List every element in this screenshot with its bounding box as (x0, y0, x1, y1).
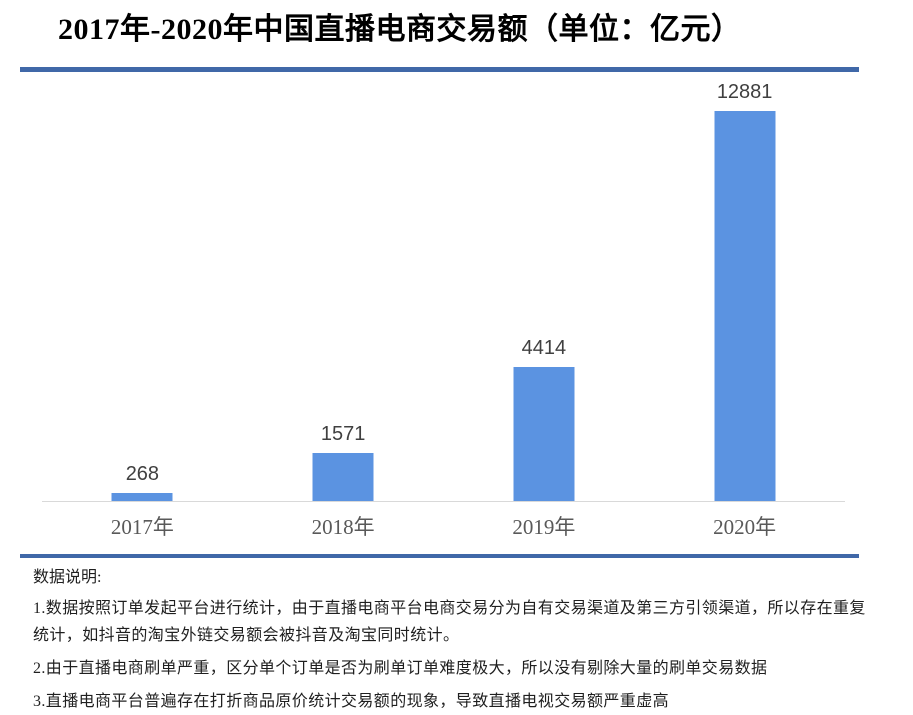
bar (111, 493, 173, 501)
bar-column: 12881 (644, 81, 845, 501)
bar-column: 268 (42, 111, 243, 501)
chart-title: 2017年-2020年中国直播电商交易额（单位：亿元） (58, 13, 742, 46)
bar-value-label: 268 (125, 463, 160, 485)
notes-heading: 数据说明: (33, 569, 102, 586)
note-line-3: 3.直播电商平台普遍存在打折商品原价统计交易额的现象，导致直播电视交易额严重虚高 (33, 693, 670, 710)
x-axis-label: 2020年 (713, 515, 777, 539)
bar-column: 4414 (444, 111, 645, 501)
bar-value-label: 4414 (521, 337, 567, 359)
data-notes: 数据说明: 1.数据按照订单发起平台进行统计，由于直播电商平台电商交易分为自有交… (33, 558, 873, 715)
x-axis-label: 2019年 (512, 515, 576, 539)
chart-figure: 2017年-2020年中国直播电商交易额（单位：亿元） 268 1571 4414 1… (0, 10, 913, 715)
bottom-divider-line (20, 554, 859, 558)
bar (714, 111, 776, 501)
x-axis-labels: 2017年 2018年 2019年 2020年 (42, 502, 845, 541)
bar-value-label: 12881 (716, 81, 773, 103)
bar-value-label: 1571 (320, 423, 366, 445)
bar (312, 453, 374, 501)
note-line-1: 1.数据按照订单发起平台进行统计，由于直播电商平台电商交易分为自有交易渠道及第三… (33, 600, 866, 644)
x-axis-label: 2018年 (311, 515, 375, 539)
x-axis-label: 2017年 (110, 515, 174, 539)
top-divider-line (20, 67, 859, 72)
bar (513, 367, 575, 501)
bar-column: 1571 (243, 111, 444, 501)
note-line-2: 2.由于直播电商刷单严重，区分单个订单是否为刷单订单难度极大，所以没有剔除大量的… (33, 660, 768, 677)
bar-chart-plot-area: 268 1571 4414 12881 (42, 81, 845, 502)
